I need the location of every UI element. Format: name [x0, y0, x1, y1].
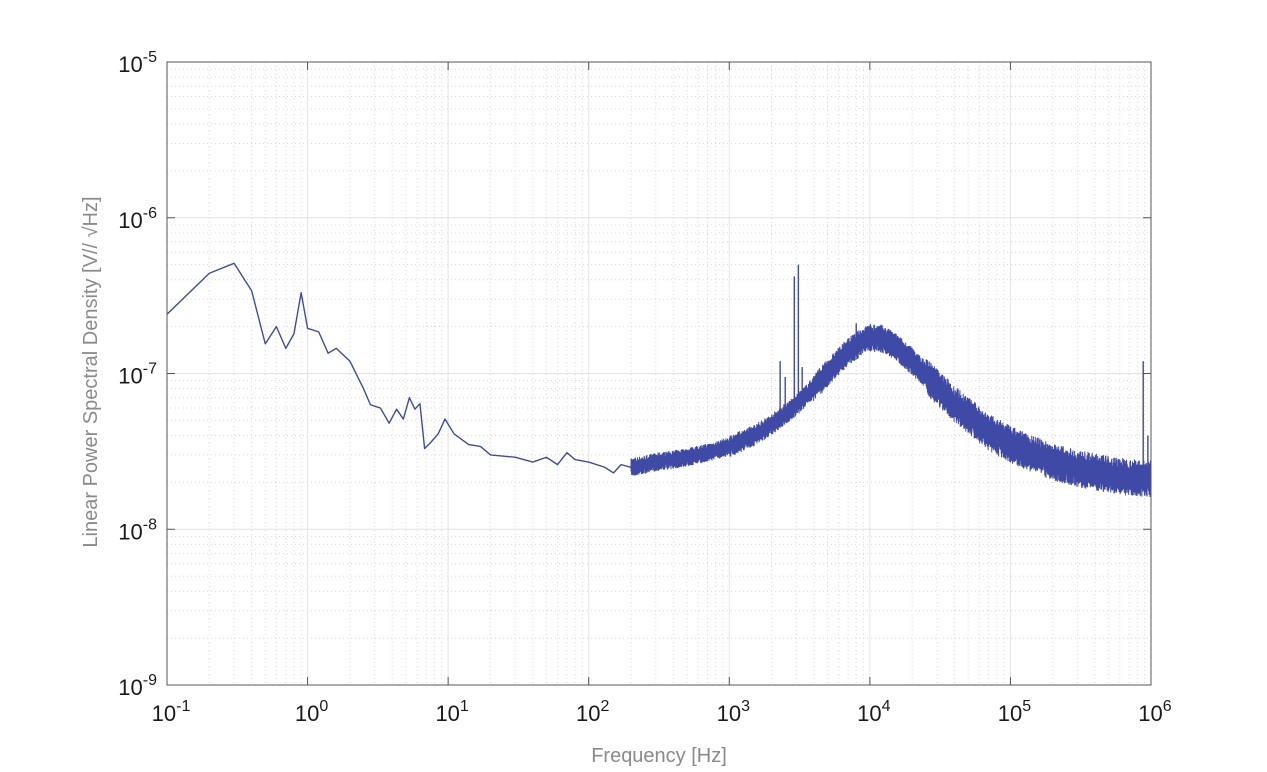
x-tick-label: 101 [435, 698, 468, 726]
y-axis-label: Linear Power Spectral Density [V// √Hz] [80, 196, 102, 547]
x-tick-label: 105 [998, 698, 1031, 726]
x-tick-label: 100 [295, 698, 328, 726]
grid-layer [166, 61, 1152, 686]
spectrum-series-line [166, 262, 1152, 480]
x-tick-label: 10-1 [152, 698, 191, 726]
x-tick-label: 102 [576, 698, 609, 726]
series-layer [166, 262, 1152, 480]
x-tick-label: 104 [857, 698, 890, 726]
x-axis-label: Frequency [Hz] [591, 745, 727, 767]
tick-label-layer: 10-1 100 101 102 103 104 105 106 10-9 10-8 10-7 10-… [118, 49, 1172, 726]
y-tick-label: 10-5 [118, 49, 157, 77]
x-tick-label: 106 [1138, 698, 1171, 726]
y-tick-label: 10-7 [118, 361, 157, 389]
x-tick-label: 103 [717, 698, 750, 726]
spectrum-noise-band [630, 323, 1152, 497]
y-tick-label: 10-8 [118, 516, 157, 544]
noise-band-layer [630, 323, 1152, 497]
y-tick-label: 10-6 [118, 205, 157, 233]
plot-frame-layer [166, 61, 1152, 686]
y-tick-label: 10-9 [118, 672, 157, 700]
